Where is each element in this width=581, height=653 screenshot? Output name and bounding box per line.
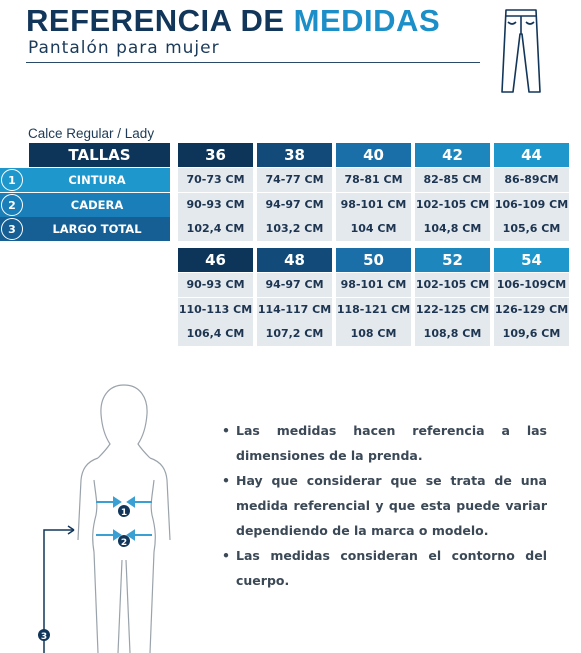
table-cell: 104,8 CM bbox=[415, 217, 490, 241]
fit-label: Calce Regular / Lady bbox=[28, 126, 155, 141]
notes-list: • Las medidas hacen referencia a las dime… bbox=[222, 418, 547, 593]
table-cell: 110-113 CM bbox=[178, 298, 253, 322]
row-label-largo-total: 3 LARGO TOTAL bbox=[0, 217, 170, 241]
table-cell: 90-93 CM bbox=[178, 273, 253, 297]
table-cell: 109,6 CM bbox=[494, 322, 569, 346]
bullet-dot: • bbox=[222, 473, 230, 488]
table-cell: 94-97 CM bbox=[257, 273, 332, 297]
marker-3: 3 bbox=[41, 632, 47, 642]
table-cell: 74-77 CM bbox=[257, 168, 332, 192]
size-header: 42 bbox=[415, 143, 490, 167]
size-header: 52 bbox=[415, 248, 490, 272]
table-cell: 78-81 CM bbox=[336, 168, 411, 192]
title-part2: MEDIDAS bbox=[293, 3, 441, 38]
note-item: • Hay que considerar que se trata de una … bbox=[222, 468, 547, 543]
table-cell: 105,6 CM bbox=[494, 217, 569, 241]
table-cell: 102,4 CM bbox=[178, 217, 253, 241]
table-cell: 122-125 CM bbox=[415, 298, 490, 322]
table-cell: 102-105 CM bbox=[415, 193, 490, 217]
table-cell: 82-85 CM bbox=[415, 168, 490, 192]
row-number-badge: 1 bbox=[1, 169, 23, 191]
row-label-cintura: 1 CINTURA bbox=[0, 168, 170, 192]
row-number-badge: 2 bbox=[1, 194, 23, 216]
size-header: 50 bbox=[336, 248, 411, 272]
title-part1: REFERENCIA DE bbox=[26, 3, 285, 38]
table-cell: 86-89CM bbox=[494, 168, 569, 192]
size-header: 48 bbox=[257, 248, 332, 272]
table-cell: 106-109 CM bbox=[494, 193, 569, 217]
table-cell: 104 CM bbox=[336, 217, 411, 241]
note-text: Las medidas consideran el contorno del c… bbox=[236, 548, 547, 588]
row-label-cadera: 2 CADERA bbox=[0, 193, 170, 217]
size-header: 46 bbox=[178, 248, 253, 272]
size-header: 38 bbox=[257, 143, 332, 167]
note-item: • Las medidas hacen referencia a las dime… bbox=[222, 418, 547, 468]
table-cell: 70-73 CM bbox=[178, 168, 253, 192]
note-item: • Las medidas consideran el contorno del … bbox=[222, 543, 547, 593]
note-text: Hay que considerar que se trata de una m… bbox=[236, 473, 547, 538]
size-header: 40 bbox=[336, 143, 411, 167]
body-silhouette: 1 2 3 bbox=[38, 384, 171, 653]
note-text: Las medidas hacen referencia a las dimen… bbox=[236, 423, 547, 463]
page-title: REFERENCIA DE MEDIDAS bbox=[26, 2, 440, 40]
row-label-text: CADERA bbox=[70, 198, 124, 212]
table-cell: 98-101 CM bbox=[336, 193, 411, 217]
table-cell: 108,8 CM bbox=[415, 322, 490, 346]
row-number-badge: 3 bbox=[1, 218, 23, 240]
table-cell: 102-105 CM bbox=[415, 273, 490, 297]
table-cell: 126-129 CM bbox=[494, 298, 569, 322]
tallas-header: TALLAS bbox=[29, 143, 170, 167]
table-cell: 108 CM bbox=[336, 322, 411, 346]
table-cell: 114-117 CM bbox=[257, 298, 332, 322]
size-header: 54 bbox=[494, 248, 569, 272]
bullet-dot: • bbox=[222, 423, 230, 438]
row-label-text: CINTURA bbox=[68, 173, 126, 187]
table-cell: 106,4 CM bbox=[178, 322, 253, 346]
table-cell: 106-109CM bbox=[494, 273, 569, 297]
table-cell: 90-93 CM bbox=[178, 193, 253, 217]
row-label-text: LARGO TOTAL bbox=[52, 222, 142, 236]
size-header: 44 bbox=[494, 143, 569, 167]
bullet-dot: • bbox=[222, 548, 230, 563]
table-cell: 94-97 CM bbox=[257, 193, 332, 217]
page-subtitle: Pantalón para mujer bbox=[28, 38, 220, 58]
table-cell: 118-121 CM bbox=[336, 298, 411, 322]
pants-icon bbox=[501, 9, 541, 93]
table-cell: 107,2 CM bbox=[257, 322, 332, 346]
marker-2: 2 bbox=[121, 538, 127, 548]
title-divider bbox=[26, 62, 480, 63]
table-cell: 98-101 CM bbox=[336, 273, 411, 297]
marker-1: 1 bbox=[121, 508, 127, 518]
table-cell: 103,2 CM bbox=[257, 217, 332, 241]
size-header: 36 bbox=[178, 143, 253, 167]
